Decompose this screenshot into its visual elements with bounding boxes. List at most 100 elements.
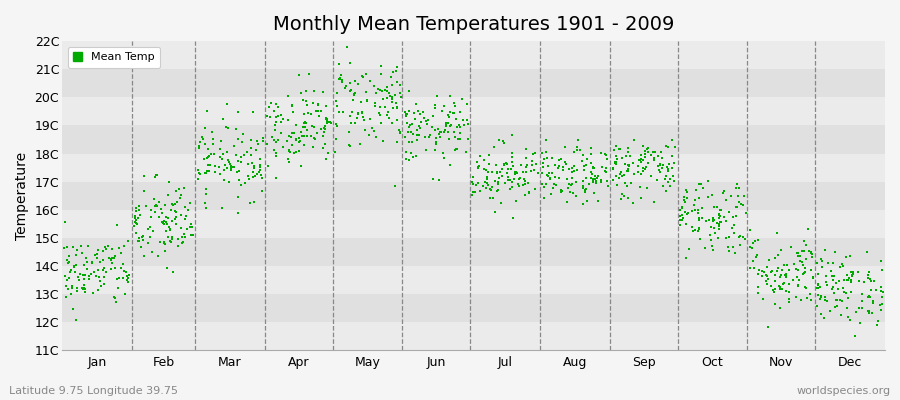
Point xyxy=(639,146,653,152)
Point xyxy=(661,144,675,151)
Point xyxy=(482,186,497,192)
Point xyxy=(319,140,333,147)
Point xyxy=(243,137,257,143)
Point xyxy=(145,248,159,255)
Point xyxy=(620,182,634,189)
Point xyxy=(93,278,107,284)
Point xyxy=(680,210,694,217)
Point xyxy=(766,287,780,294)
Point xyxy=(782,289,796,296)
Point xyxy=(88,251,103,258)
Point xyxy=(798,256,813,262)
Point xyxy=(786,276,800,283)
Point xyxy=(810,303,824,309)
Point xyxy=(436,150,450,156)
Point xyxy=(673,207,688,214)
Point xyxy=(193,139,207,146)
Point xyxy=(292,139,306,145)
Point xyxy=(518,146,533,152)
Point xyxy=(668,144,682,151)
Point xyxy=(356,114,371,120)
Point xyxy=(540,172,554,178)
Point xyxy=(673,216,688,223)
Point xyxy=(428,101,442,108)
Point xyxy=(90,251,104,257)
Point xyxy=(712,220,726,227)
Point xyxy=(554,188,569,194)
Point xyxy=(672,222,687,228)
Point xyxy=(128,218,142,225)
Point xyxy=(143,224,157,231)
Point xyxy=(390,79,404,85)
Point xyxy=(148,174,162,180)
Point xyxy=(796,261,810,268)
Point xyxy=(234,182,248,188)
Point xyxy=(502,177,517,183)
Point xyxy=(564,165,579,171)
Point xyxy=(481,169,495,176)
Point xyxy=(236,130,250,137)
Point xyxy=(429,141,444,147)
Point xyxy=(356,108,370,115)
Point xyxy=(609,156,624,162)
Point xyxy=(465,178,480,185)
Point xyxy=(155,218,169,225)
Point xyxy=(60,286,75,292)
Point xyxy=(819,279,833,285)
Point xyxy=(498,180,512,186)
Point xyxy=(555,167,570,173)
Point xyxy=(151,253,166,260)
Point xyxy=(814,264,829,270)
Point xyxy=(776,281,790,288)
Point xyxy=(732,234,746,240)
Point xyxy=(363,116,377,123)
Point xyxy=(448,146,463,152)
Point xyxy=(578,189,592,195)
Point xyxy=(65,283,79,289)
Point xyxy=(177,234,192,240)
Point xyxy=(216,116,230,122)
Point xyxy=(537,184,552,190)
Point xyxy=(664,136,679,143)
Point xyxy=(240,173,255,180)
Point xyxy=(862,276,877,282)
Point xyxy=(121,279,135,286)
Point xyxy=(316,144,330,151)
Point xyxy=(510,170,525,176)
Point xyxy=(679,255,693,261)
Point xyxy=(312,113,327,119)
Point xyxy=(398,134,412,140)
Point xyxy=(231,135,246,142)
Point xyxy=(140,203,154,209)
Point xyxy=(374,63,388,70)
Point xyxy=(59,276,74,283)
Point xyxy=(876,289,890,295)
Point xyxy=(274,112,288,118)
Point xyxy=(349,115,364,122)
Point xyxy=(148,209,162,216)
Point xyxy=(867,278,881,284)
Point xyxy=(158,219,173,225)
Point xyxy=(317,129,331,136)
Point xyxy=(159,265,174,271)
Point xyxy=(281,117,295,124)
Point xyxy=(251,140,266,147)
Point xyxy=(482,195,497,201)
Point xyxy=(793,253,807,260)
Point xyxy=(191,166,205,173)
Point xyxy=(485,169,500,175)
Point xyxy=(772,285,787,292)
Point xyxy=(787,277,801,284)
Point xyxy=(472,188,487,194)
Point xyxy=(680,195,694,201)
Point xyxy=(344,86,358,93)
Point xyxy=(267,122,282,128)
Point xyxy=(105,259,120,266)
Point xyxy=(223,161,238,167)
Point xyxy=(198,170,212,177)
Point xyxy=(410,132,425,139)
Point xyxy=(481,169,495,175)
Point xyxy=(519,155,534,161)
Point xyxy=(587,190,601,196)
Bar xyxy=(62,97,885,126)
